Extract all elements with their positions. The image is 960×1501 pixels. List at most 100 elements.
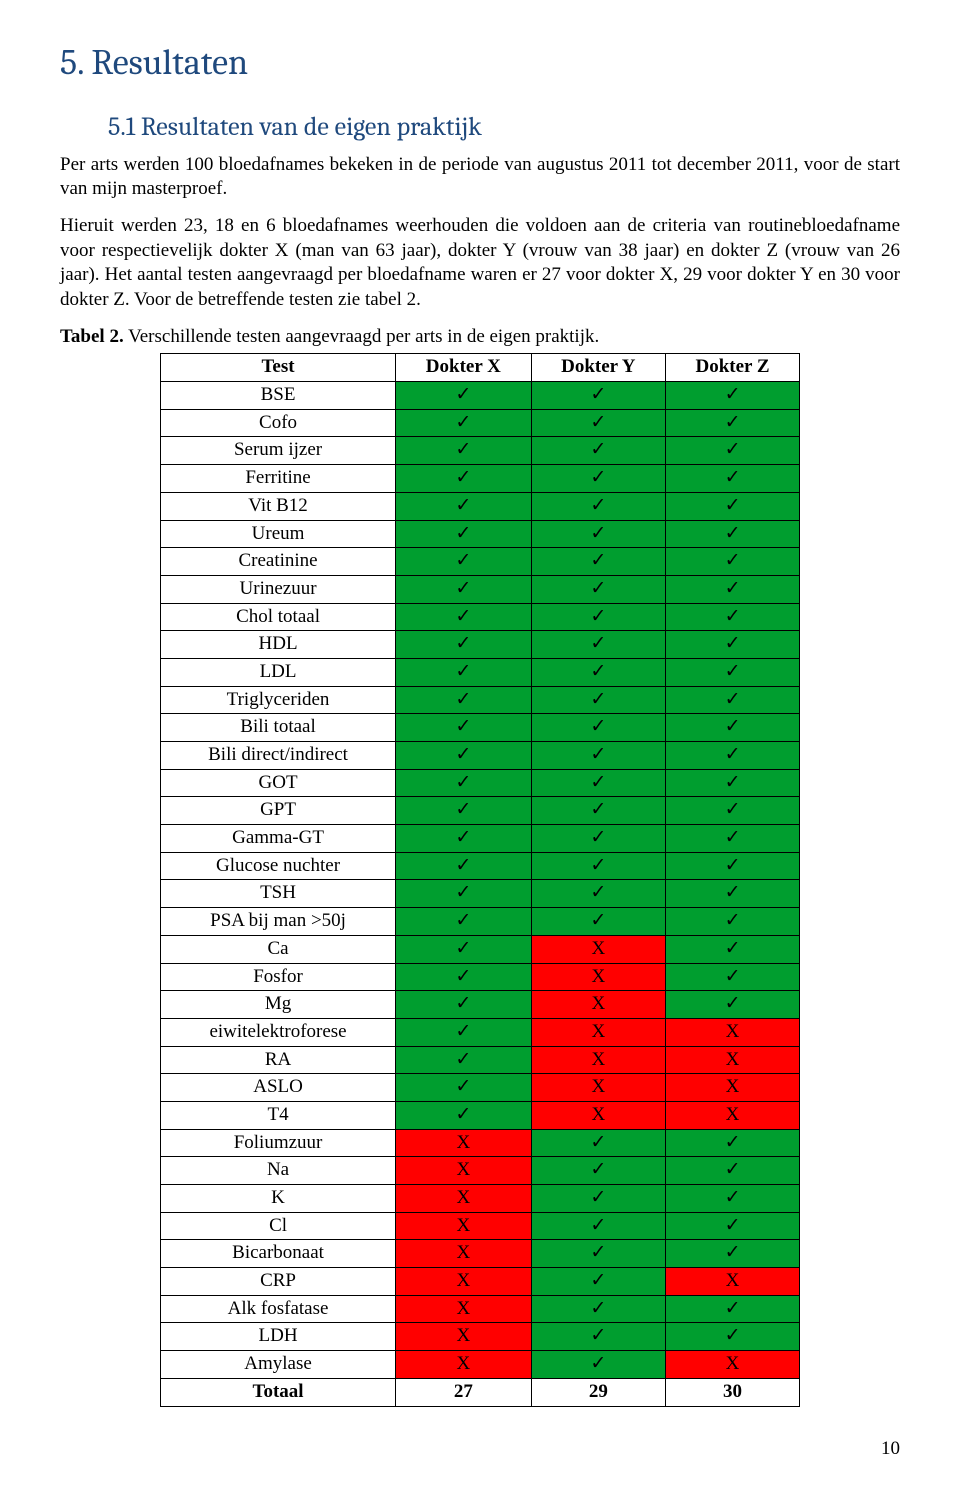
bad-cell: X xyxy=(531,1074,665,1102)
ok-cell: ✓ xyxy=(531,714,665,742)
bad-cell: X xyxy=(666,1268,800,1296)
ok-cell: ✓ xyxy=(396,1074,532,1102)
bad-cell: X xyxy=(666,1101,800,1129)
ok-cell: ✓ xyxy=(396,575,532,603)
ok-cell: ✓ xyxy=(666,631,800,659)
test-name-cell: Urinezuur xyxy=(161,575,396,603)
tests-table: Test Dokter X Dokter Y Dokter Z BSE✓✓✓Co… xyxy=(160,353,800,1406)
ok-cell: ✓ xyxy=(396,1018,532,1046)
test-name-cell: RA xyxy=(161,1046,396,1074)
ok-cell: ✓ xyxy=(666,825,800,853)
ok-cell: ✓ xyxy=(531,382,665,410)
ok-cell: ✓ xyxy=(666,658,800,686)
subsection-title: 5.1 Resultaten van de eigen praktijk xyxy=(108,111,900,145)
ok-cell: ✓ xyxy=(396,742,532,770)
ok-cell: ✓ xyxy=(666,1185,800,1213)
bad-cell: X xyxy=(396,1157,532,1185)
ok-cell: ✓ xyxy=(666,908,800,936)
test-name-cell: GPT xyxy=(161,797,396,825)
col-dokter-y: Dokter Y xyxy=(531,354,665,382)
ok-cell: ✓ xyxy=(531,548,665,576)
ok-cell: ✓ xyxy=(531,1240,665,1268)
ok-cell: ✓ xyxy=(666,769,800,797)
table-row: PSA bij man >50j✓✓✓ xyxy=(161,908,800,936)
bad-cell: X xyxy=(396,1240,532,1268)
table-row: GPT✓✓✓ xyxy=(161,797,800,825)
ok-cell: ✓ xyxy=(666,520,800,548)
test-name-cell: Na xyxy=(161,1157,396,1185)
bad-cell: X xyxy=(396,1185,532,1213)
test-name-cell: HDL xyxy=(161,631,396,659)
caption-label: Tabel 2. xyxy=(60,326,124,347)
ok-cell: ✓ xyxy=(666,991,800,1019)
bad-cell: X xyxy=(666,1074,800,1102)
ok-cell: ✓ xyxy=(666,465,800,493)
test-name-cell: Alk fosfatase xyxy=(161,1295,396,1323)
table-row: Creatinine✓✓✓ xyxy=(161,548,800,576)
totals-value: 30 xyxy=(666,1378,800,1406)
table-row: NaX✓✓ xyxy=(161,1157,800,1185)
test-name-cell: Vit B12 xyxy=(161,492,396,520)
table-row: Ferritine✓✓✓ xyxy=(161,465,800,493)
ok-cell: ✓ xyxy=(531,437,665,465)
ok-cell: ✓ xyxy=(531,769,665,797)
table-row: ClX✓✓ xyxy=(161,1212,800,1240)
test-name-cell: Gamma-GT xyxy=(161,825,396,853)
table-caption: Tabel 2. Verschillende testen aangevraag… xyxy=(60,325,900,350)
ok-cell: ✓ xyxy=(666,1212,800,1240)
ok-cell: ✓ xyxy=(531,603,665,631)
ok-cell: ✓ xyxy=(666,548,800,576)
table-row: HDL✓✓✓ xyxy=(161,631,800,659)
paragraph-1: Per arts werden 100 bloedafnames bekeken… xyxy=(60,153,900,202)
col-test: Test xyxy=(161,354,396,382)
bad-cell: X xyxy=(666,1046,800,1074)
test-name-cell: Ferritine xyxy=(161,465,396,493)
table-row: T4✓XX xyxy=(161,1101,800,1129)
totals-label: Totaal xyxy=(161,1378,396,1406)
table-row: BSE✓✓✓ xyxy=(161,382,800,410)
col-dokter-z: Dokter Z xyxy=(666,354,800,382)
test-name-cell: K xyxy=(161,1185,396,1213)
table-row: BicarbonaatX✓✓ xyxy=(161,1240,800,1268)
ok-cell: ✓ xyxy=(531,520,665,548)
test-name-cell: Fosfor xyxy=(161,963,396,991)
paragraph-2: Hieruit werden 23, 18 en 6 bloedafnames … xyxy=(60,214,900,313)
test-name-cell: T4 xyxy=(161,1101,396,1129)
table-row: RA✓XX xyxy=(161,1046,800,1074)
bad-cell: X xyxy=(396,1129,532,1157)
ok-cell: ✓ xyxy=(396,880,532,908)
test-name-cell: Cl xyxy=(161,1212,396,1240)
ok-cell: ✓ xyxy=(396,603,532,631)
totals-row: Totaal272930 xyxy=(161,1378,800,1406)
bad-cell: X xyxy=(531,1046,665,1074)
ok-cell: ✓ xyxy=(396,520,532,548)
bad-cell: X xyxy=(396,1323,532,1351)
table-header-row: Test Dokter X Dokter Y Dokter Z xyxy=(161,354,800,382)
ok-cell: ✓ xyxy=(396,714,532,742)
ok-cell: ✓ xyxy=(666,1240,800,1268)
test-name-cell: eiwitelektroforese xyxy=(161,1018,396,1046)
table-row: Cofo✓✓✓ xyxy=(161,409,800,437)
table-row: eiwitelektroforese✓XX xyxy=(161,1018,800,1046)
test-name-cell: Ca xyxy=(161,935,396,963)
table-row: Triglyceriden✓✓✓ xyxy=(161,686,800,714)
ok-cell: ✓ xyxy=(396,548,532,576)
ok-cell: ✓ xyxy=(531,797,665,825)
test-name-cell: Cofo xyxy=(161,409,396,437)
ok-cell: ✓ xyxy=(666,1157,800,1185)
ok-cell: ✓ xyxy=(531,1129,665,1157)
ok-cell: ✓ xyxy=(396,825,532,853)
test-name-cell: Foliumzuur xyxy=(161,1129,396,1157)
ok-cell: ✓ xyxy=(531,908,665,936)
test-name-cell: Glucose nuchter xyxy=(161,852,396,880)
ok-cell: ✓ xyxy=(666,963,800,991)
ok-cell: ✓ xyxy=(666,880,800,908)
test-name-cell: Chol totaal xyxy=(161,603,396,631)
ok-cell: ✓ xyxy=(531,492,665,520)
ok-cell: ✓ xyxy=(396,963,532,991)
ok-cell: ✓ xyxy=(531,658,665,686)
test-name-cell: Bicarbonaat xyxy=(161,1240,396,1268)
bad-cell: X xyxy=(531,1018,665,1046)
test-name-cell: PSA bij man >50j xyxy=(161,908,396,936)
ok-cell: ✓ xyxy=(531,409,665,437)
